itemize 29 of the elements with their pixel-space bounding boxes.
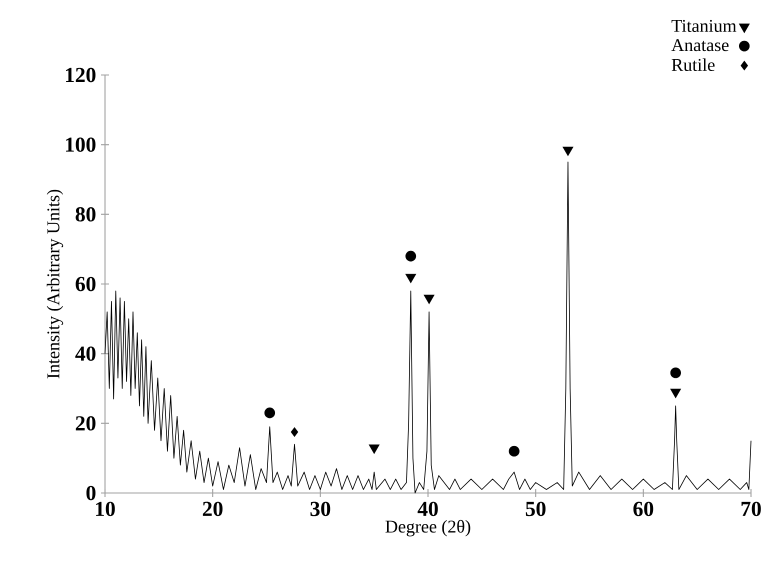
y-tick-label: 80	[76, 207, 96, 222]
y-tick-label: 100	[66, 137, 96, 152]
y-tick-label: 60	[76, 276, 96, 292]
point	[670, 367, 681, 378]
legend-label: Rutile	[672, 58, 715, 71]
point	[424, 294, 434, 304]
y-tick-label: 120	[66, 68, 96, 82]
point	[562, 146, 574, 156]
x-tick-label: 40	[418, 502, 438, 516]
legend-label: Titanium	[672, 20, 736, 32]
point	[405, 274, 416, 284]
y-axis-title: Intensity (Arbitrary Units)	[46, 190, 64, 378]
point	[508, 446, 520, 457]
point	[290, 427, 298, 437]
x-tick-label: 30	[310, 502, 330, 516]
y-tick-label: 0	[86, 486, 96, 500]
x-axis-title: Degree (2θ)	[385, 520, 470, 536]
point	[368, 444, 380, 454]
x-tick-label: 60	[633, 502, 654, 516]
x-tick-label: 10	[96, 502, 115, 516]
legend-label: Anatase	[671, 39, 729, 52]
y-tick-label: 20	[76, 416, 96, 431]
x-tick-label: 50	[526, 502, 546, 516]
point	[670, 388, 681, 398]
x-tick-label: 20	[202, 502, 223, 516]
point	[405, 250, 416, 262]
x-tick-label: 70	[742, 502, 761, 516]
y-tick-label: 40	[75, 346, 96, 361]
point	[264, 408, 276, 418]
